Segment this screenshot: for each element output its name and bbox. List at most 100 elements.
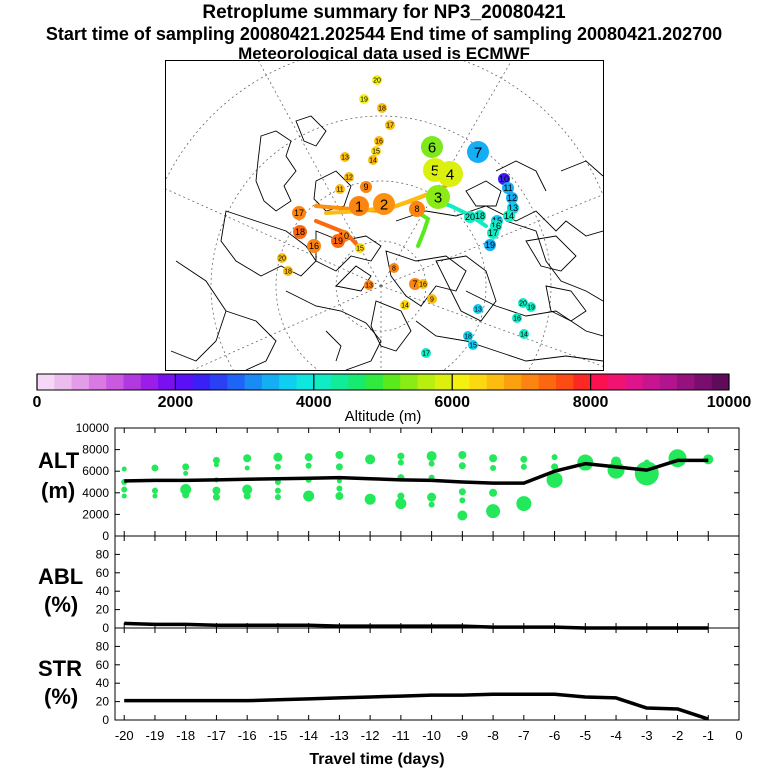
altitude-point: [243, 454, 252, 463]
map-marker-label: 16: [375, 138, 383, 145]
map-marker-dot: [427, 294, 437, 304]
panel-label: ALT: [38, 448, 80, 473]
altitude-point: [212, 493, 220, 501]
map-marker-label: 7: [474, 144, 482, 161]
colorbar-swatch: [365, 374, 384, 390]
map-marker: 18: [293, 225, 307, 239]
y-tick-label: 20: [96, 603, 110, 617]
altitude-point: [244, 465, 250, 471]
altitude-point: [426, 451, 437, 462]
map-marker-dot: [409, 201, 425, 217]
colorbar-swatch: [556, 374, 574, 390]
map-marker-label: 3: [434, 189, 442, 206]
colorbar-swatch: [331, 374, 349, 390]
map-marker-label: 10: [339, 231, 349, 241]
colorbar-swatch: [140, 374, 159, 390]
map-marker-label: 19: [360, 96, 368, 103]
map-marker-dot: [464, 211, 476, 223]
map-marker-dot: [474, 210, 486, 222]
altitude-point: [668, 449, 687, 468]
map-marker-label: 16: [491, 221, 501, 231]
map-marker-label: 20: [519, 300, 527, 307]
altitude-point: [458, 451, 467, 459]
x-tick-label: -16: [238, 728, 257, 743]
map-marker: 19: [359, 94, 369, 104]
altitude-point: [489, 454, 498, 463]
colorbar-swatch: [244, 374, 263, 390]
colorbar-swatch: [400, 374, 419, 390]
colorbar-swatch: [521, 374, 540, 390]
altitude-point: [458, 462, 466, 470]
map-marker-label: 16: [419, 281, 427, 288]
colorbar-swatch: [469, 374, 488, 390]
map-marker-dot: [331, 234, 345, 248]
x-tick-label: -6: [549, 728, 561, 743]
map-marker: 16: [374, 136, 384, 146]
x-tick-label: -4: [610, 728, 622, 743]
map-marker-label: 8: [392, 265, 396, 272]
map-marker-label: 20: [373, 77, 381, 84]
map-marker-label: 18: [284, 268, 292, 275]
altitude-point: [397, 459, 404, 466]
map-marker: 18: [283, 266, 293, 276]
map-marker-label: 18: [464, 333, 472, 340]
map-marker-dot: [373, 193, 395, 215]
colorbar-swatch: [677, 374, 695, 390]
panel-frame: [114, 535, 740, 629]
x-tick-label: -8: [487, 728, 499, 743]
map-marker-label: 10: [499, 174, 509, 184]
colorbar-tick-label: 6000: [434, 394, 470, 411]
map-marker-dot: [344, 172, 354, 182]
colorbar-swatch: [296, 374, 315, 390]
map-marker: 19: [526, 302, 536, 312]
altitude-point: [274, 487, 281, 494]
y-tick-label: 0: [102, 621, 109, 635]
colorbar-tick-label: 2000: [158, 394, 194, 411]
y-tick-label: 80: [96, 639, 110, 653]
altitude-point: [243, 492, 251, 500]
colorbar-tick-label: 0: [33, 394, 42, 411]
map-marker: 17: [385, 120, 395, 130]
map-marker-dot: [426, 185, 450, 209]
map-marker-dot: [502, 182, 514, 194]
altitude-point: [212, 456, 220, 464]
colorbar-swatch: [71, 374, 90, 390]
panel-alt: 10000 8000 6000 4000 2000 0 ALT (m): [38, 421, 740, 543]
map-marker-dot: [277, 253, 287, 263]
map-marker-label: 20: [465, 212, 475, 222]
panel-label: ABL: [38, 564, 83, 589]
map-marker: 12: [506, 192, 518, 204]
map-marker: 14: [368, 155, 378, 165]
altitude-point: [213, 462, 219, 468]
time-series-panels: 10000 8000 6000 4000 2000 0 ALT (m) 80 60 40 20 0 ABL…: [0, 420, 768, 773]
x-tick-label: -12: [361, 728, 380, 743]
map-marker-dot: [292, 206, 306, 220]
map-marker: 15: [355, 243, 365, 253]
map-marker: 18: [474, 210, 486, 222]
map-marker-dot: [487, 227, 499, 239]
sampling-time-subtitle: Start time of sampling 20080421.202544 E…: [45, 24, 723, 44]
altitude-point: [457, 510, 468, 521]
map-marker: 15: [468, 340, 478, 350]
map-marker-dot: [389, 263, 399, 273]
y-tick-label: 80: [96, 547, 110, 561]
map-marker: 8: [389, 263, 399, 273]
altitude-point: [180, 484, 192, 496]
map-marker-label: 12: [345, 174, 353, 181]
map-marker: 9: [360, 181, 372, 193]
colorbar-swatch: [711, 374, 730, 390]
map-marker-label: 18: [475, 211, 485, 221]
panel-unit-label: (m): [41, 478, 75, 503]
map-marker-dot: [374, 136, 384, 146]
map-marker-dot: [360, 181, 372, 193]
altitude-point: [274, 463, 281, 470]
colorbar-swatch: [642, 374, 661, 390]
x-tick-label: 0: [735, 728, 742, 743]
x-tick-label: -15: [269, 728, 288, 743]
panels-plot: 1000080006000400020000ALT(m)806040200ABL…: [38, 421, 743, 768]
colorbar-swatch: [590, 374, 609, 390]
colorbar-swatch: [434, 374, 453, 390]
colorbar-axis-label: Altitude (m): [345, 408, 422, 425]
map-marker: 20: [464, 211, 476, 223]
map-marker: 2: [373, 193, 395, 215]
